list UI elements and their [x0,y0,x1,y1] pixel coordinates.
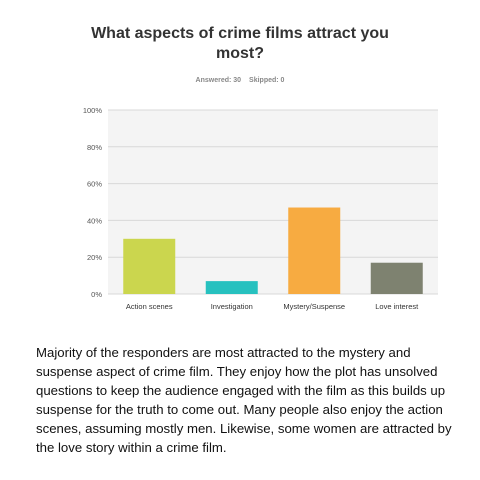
x-tick-label: Action scenes [126,302,173,311]
answered-count: Answered: 30 [195,77,242,84]
x-tick-label: Love interest [375,302,419,311]
chart-caption: Majority of the responders are most attr… [36,345,452,455]
skipped-count: Skipped: 0 [249,77,285,84]
x-tick-label: Mystery/Suspense [283,302,345,311]
y-tick-label: 60% [87,180,102,189]
x-tick-label: Investigation [211,302,253,311]
survey-meta: Answered: 30 Skipped: 0 [0,77,480,84]
bar [288,207,341,294]
bar [370,262,423,294]
chart-title: What aspects of crime films attract you … [0,24,480,64]
chart-title-line-1: What aspects of crime films attract you [91,25,389,42]
bar [123,238,176,294]
bar [205,281,258,294]
y-tick-label: 20% [87,253,102,262]
y-tick-label: 0% [91,290,102,299]
y-tick-label: 40% [87,216,102,225]
y-tick-label: 100% [83,106,103,115]
chart-title-line-2: most? [216,45,264,62]
y-tick-label: 80% [87,143,102,152]
